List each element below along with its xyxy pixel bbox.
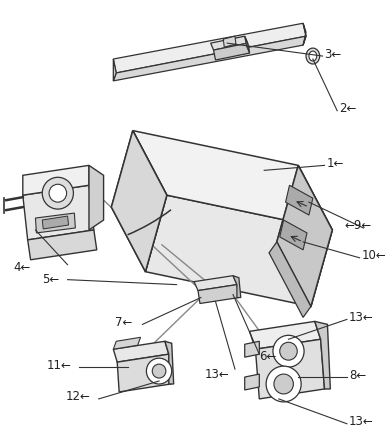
- Text: 13←: 13←: [349, 311, 374, 324]
- Polygon shape: [277, 165, 332, 306]
- Circle shape: [152, 364, 166, 378]
- Polygon shape: [28, 230, 97, 260]
- Circle shape: [280, 342, 297, 360]
- Polygon shape: [23, 185, 94, 240]
- Text: 3←: 3←: [325, 47, 342, 60]
- Circle shape: [274, 374, 293, 394]
- Polygon shape: [256, 339, 325, 399]
- Text: 13←: 13←: [349, 415, 374, 428]
- Polygon shape: [35, 213, 75, 233]
- Circle shape: [273, 335, 304, 367]
- Polygon shape: [145, 195, 332, 306]
- Polygon shape: [165, 341, 174, 384]
- Circle shape: [266, 366, 301, 402]
- Circle shape: [49, 184, 67, 202]
- Text: 4←: 4←: [13, 261, 31, 274]
- Polygon shape: [233, 276, 241, 297]
- Polygon shape: [245, 341, 259, 357]
- Polygon shape: [277, 165, 332, 306]
- Polygon shape: [280, 220, 307, 250]
- Polygon shape: [42, 216, 69, 229]
- Text: 12←: 12←: [66, 390, 91, 403]
- Polygon shape: [250, 321, 321, 349]
- Polygon shape: [111, 130, 167, 271]
- Polygon shape: [194, 276, 237, 291]
- Polygon shape: [133, 130, 332, 230]
- Polygon shape: [23, 165, 89, 195]
- Polygon shape: [286, 185, 313, 215]
- Text: 5←: 5←: [43, 273, 60, 286]
- Polygon shape: [113, 337, 141, 349]
- Text: 11←: 11←: [47, 358, 71, 372]
- Polygon shape: [111, 130, 167, 271]
- Polygon shape: [113, 23, 306, 73]
- Polygon shape: [113, 36, 306, 81]
- Text: 13←: 13←: [205, 367, 230, 380]
- Polygon shape: [214, 43, 250, 60]
- Polygon shape: [303, 23, 306, 45]
- Text: 10←: 10←: [361, 249, 386, 262]
- Polygon shape: [223, 36, 236, 47]
- Text: 8←: 8←: [349, 369, 366, 382]
- Ellipse shape: [309, 51, 317, 61]
- Polygon shape: [245, 36, 250, 53]
- Polygon shape: [269, 242, 311, 318]
- Polygon shape: [315, 321, 330, 389]
- Text: 7←: 7←: [115, 316, 133, 329]
- Ellipse shape: [306, 48, 319, 64]
- Polygon shape: [198, 284, 239, 303]
- Polygon shape: [211, 36, 248, 50]
- Polygon shape: [113, 341, 169, 362]
- Polygon shape: [113, 59, 116, 81]
- Text: 2←: 2←: [339, 102, 356, 115]
- Text: ←9←: ←9←: [345, 220, 372, 233]
- Polygon shape: [89, 165, 103, 230]
- Text: 6←: 6←: [259, 350, 277, 363]
- Circle shape: [146, 358, 172, 384]
- Circle shape: [42, 177, 73, 209]
- Polygon shape: [117, 354, 171, 392]
- Polygon shape: [245, 374, 259, 390]
- Text: 1←: 1←: [327, 157, 344, 170]
